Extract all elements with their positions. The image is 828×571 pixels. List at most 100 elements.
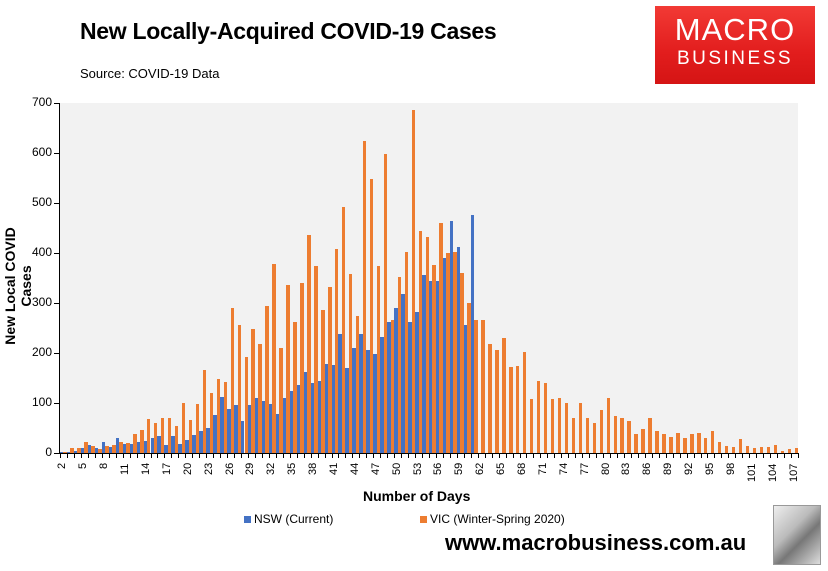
x-tick-mark	[610, 454, 612, 458]
bar-vic-day-101	[752, 448, 757, 453]
bar-nsw-day-30	[254, 398, 259, 453]
y-tick-label: 0	[45, 445, 52, 459]
bar-vic-day-8	[105, 446, 109, 453]
x-tick-mark	[213, 454, 215, 458]
x-tick-mark	[289, 454, 291, 458]
bar-vic-day-42	[341, 207, 346, 453]
bar-vic-day-102	[759, 447, 764, 453]
chart-source: Source: COVID-19 Data	[80, 66, 220, 81]
x-tick-mark	[87, 454, 89, 458]
x-tick-mark	[749, 454, 751, 458]
x-tick-mark	[366, 454, 368, 458]
bar-nsw-day-40	[324, 364, 329, 453]
x-tick-mark	[582, 454, 584, 458]
x-tick-mark	[651, 454, 653, 458]
bar-vic-day-49	[390, 320, 395, 453]
bar-vic-day-2	[63, 451, 67, 453]
x-tick-label: 65	[495, 462, 508, 475]
bar-vic-day-32	[272, 264, 276, 453]
y-axis-line	[59, 103, 60, 454]
bar-vic-day-60	[467, 303, 471, 453]
x-tick-label: 59	[453, 462, 466, 475]
x-tick-label: 89	[662, 462, 675, 475]
bar-vic-day-24	[216, 379, 221, 453]
bar-vic-day-20	[188, 420, 193, 453]
bar-vic-day-21	[195, 404, 200, 453]
x-tick-mark	[199, 454, 201, 458]
bar-vic-day-92	[690, 434, 694, 453]
x-tick-label: 56	[432, 462, 445, 475]
x-tick-mark	[512, 454, 514, 458]
bar-nsw-day-50	[394, 308, 398, 453]
x-tick-mark	[331, 454, 333, 458]
bar-vic-day-63	[488, 344, 492, 453]
y-tick-mark	[54, 103, 59, 104]
bar-vic-day-57	[446, 253, 450, 453]
x-tick-mark	[115, 454, 117, 458]
x-tick-mark	[394, 454, 396, 458]
legend-swatch-vic	[420, 516, 427, 524]
x-tick-mark	[94, 454, 96, 458]
x-tick-label: 35	[286, 462, 299, 475]
bar-vic-day-19	[181, 403, 186, 453]
legend-label-vic: VIC (Winter-Spring 2020)	[430, 512, 565, 526]
x-tick-label: 32	[265, 462, 278, 475]
x-tick-mark	[275, 454, 277, 458]
bar-vic-day-73	[557, 398, 562, 453]
x-tick-mark	[623, 454, 625, 458]
x-tick-mark	[80, 454, 82, 458]
x-tick-mark	[261, 454, 263, 458]
x-tick-mark	[498, 454, 500, 458]
bar-nsw-day-34	[282, 398, 287, 453]
bar-vic-day-41	[335, 249, 339, 453]
x-axis-line	[59, 453, 799, 454]
bar-nsw-day-7	[94, 448, 99, 453]
x-tick-mark	[185, 454, 187, 458]
bar-vic-day-90	[676, 433, 680, 453]
x-tick-mark	[589, 454, 591, 458]
bar-vic-day-68	[522, 352, 527, 453]
x-tick-mark	[143, 454, 145, 458]
x-tick-mark	[352, 454, 354, 458]
bar-vic-day-11	[126, 443, 130, 453]
bar-nsw-day-39	[317, 381, 322, 453]
bar-vic-day-38	[314, 266, 318, 453]
bar-nsw-day-52	[408, 322, 412, 453]
x-tick-mark	[728, 454, 730, 458]
legend-vic: VIC (Winter-Spring 2020)	[420, 512, 565, 526]
bar-nsw-day-12	[129, 444, 134, 453]
bar-vic-day-50	[397, 277, 402, 453]
x-tick-mark	[324, 454, 326, 458]
bar-nsw-day-43	[345, 368, 349, 453]
bar-vic-day-77	[585, 418, 590, 453]
bar-vic-day-14	[147, 419, 151, 453]
x-tick-mark	[303, 454, 305, 458]
x-tick-mark	[721, 454, 723, 458]
x-tick-mark	[122, 454, 124, 458]
y-tick-label: 400	[31, 245, 52, 259]
bar-nsw-day-54	[422, 275, 426, 453]
x-tick-mark	[686, 454, 688, 458]
bar-nsw-day-27	[234, 405, 238, 453]
x-tick-mark	[192, 454, 194, 458]
y-tick-label: 700	[31, 95, 52, 109]
x-tick-label: 53	[411, 462, 424, 475]
x-tick-label: 26	[223, 462, 236, 475]
x-tick-mark	[345, 454, 347, 458]
x-tick-mark	[568, 454, 570, 458]
bar-vic-day-81	[613, 416, 617, 453]
legend-swatch-nsw	[244, 516, 251, 524]
x-tick-mark	[380, 454, 382, 458]
bar-vic-day-58	[453, 252, 457, 453]
bar-vic-day-30	[258, 344, 262, 453]
x-tick-label: 5	[77, 462, 90, 469]
x-tick-label: 11	[119, 463, 132, 475]
bar-vic-day-13	[140, 430, 144, 453]
wolf-icon	[773, 505, 821, 565]
bar-vic-day-84	[634, 434, 638, 453]
bar-nsw-day-20	[185, 440, 189, 453]
bar-vic-day-65	[502, 338, 506, 453]
bar-vic-day-74	[564, 403, 569, 453]
x-tick-mark	[644, 454, 646, 458]
bar-vic-day-85	[641, 429, 645, 453]
